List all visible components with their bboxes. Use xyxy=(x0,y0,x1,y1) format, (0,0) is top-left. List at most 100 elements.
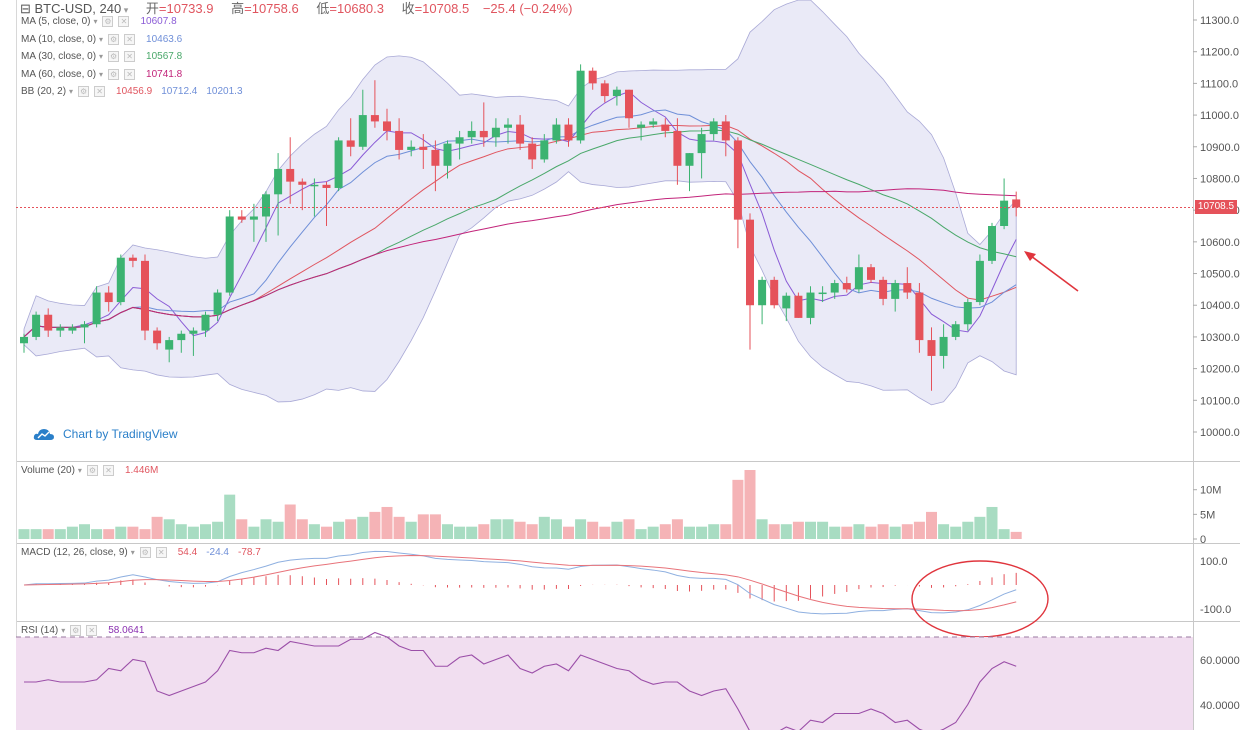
close-icon[interactable]: ✕ xyxy=(124,69,136,80)
close-icon[interactable]: ✕ xyxy=(86,625,98,636)
candle xyxy=(1000,200,1009,226)
high-label: 高 xyxy=(231,1,245,16)
candle xyxy=(116,257,125,303)
candle xyxy=(92,292,101,325)
rsi-value: 58.0641 xyxy=(108,625,145,636)
ma10-legend[interactable]: MA (10, close, 0) ▾ ⚙ ✕ 10463.6 xyxy=(21,34,182,45)
volume-bar xyxy=(853,524,865,539)
candle xyxy=(552,124,561,141)
chevron-down-icon[interactable]: ▾ xyxy=(93,17,98,26)
price-tick-label: 10100.0 xyxy=(1200,395,1240,407)
volume-bar xyxy=(417,514,429,539)
chevron-down-icon[interactable]: ▾ xyxy=(77,466,82,475)
close-icon[interactable]: ✕ xyxy=(124,34,136,45)
chevron-down-icon[interactable]: ▾ xyxy=(99,70,104,79)
settings-icon[interactable]: ⚙ xyxy=(108,69,120,80)
volume-bar xyxy=(429,514,441,539)
volume-bar xyxy=(974,516,986,539)
chevron-down-icon[interactable]: ▾ xyxy=(61,626,66,635)
ma30-legend[interactable]: MA (30, close, 0) ▾ ⚙ ✕ 10567.8 xyxy=(21,51,182,62)
candle xyxy=(455,137,464,144)
candle xyxy=(733,140,742,220)
macd-value-1: 54.4 xyxy=(177,547,198,558)
volume-bar xyxy=(200,524,211,539)
volume-bar xyxy=(30,529,42,539)
candle xyxy=(770,279,779,306)
settings-icon[interactable]: ⚙ xyxy=(102,16,114,27)
candle xyxy=(818,292,827,295)
ma10-value: 10463.6 xyxy=(146,34,183,45)
bb-legend[interactable]: BB (20, 2) ▾ ⚙ ✕ 10456.9 10712.4 10201.3 xyxy=(21,86,243,97)
chevron-down-icon[interactable]: ▾ xyxy=(69,87,74,96)
close-icon[interactable]: ✕ xyxy=(155,547,167,558)
ma60-legend[interactable]: MA (60, close, 0) ▾ ⚙ ✕ 10741.8 xyxy=(21,69,182,80)
volume-bar xyxy=(913,521,925,539)
volume-tick-label: 0 xyxy=(1200,534,1206,546)
chevron-down-icon[interactable]: ▾ xyxy=(121,5,129,15)
chart-header: ⊟ BTC-USD, 240 ▾ 开=10733.9 高=10758.6 低=1… xyxy=(20,0,572,17)
candle xyxy=(56,327,65,331)
candle xyxy=(407,146,416,150)
settings-icon[interactable]: ⚙ xyxy=(108,51,120,62)
candle xyxy=(697,134,706,154)
candle xyxy=(370,115,379,122)
chevron-down-icon[interactable]: ▾ xyxy=(99,52,104,61)
candle xyxy=(189,330,198,334)
candle xyxy=(1012,199,1021,208)
candle xyxy=(274,168,283,195)
settings-icon[interactable]: ⚙ xyxy=(139,547,151,558)
volume-label: Volume (20) xyxy=(21,465,75,476)
candle xyxy=(709,121,718,135)
close-icon[interactable]: ✕ xyxy=(102,465,114,476)
settings-icon[interactable]: ⚙ xyxy=(78,86,90,97)
volume-bar xyxy=(635,529,647,539)
ma30-label: MA (30, close, 0) xyxy=(21,51,97,62)
close-icon[interactable]: ✕ xyxy=(94,86,106,97)
collapse-icon[interactable]: ⊟ xyxy=(20,1,35,16)
candle xyxy=(830,283,839,293)
bb-value-1: 10456.9 xyxy=(116,86,153,97)
candle xyxy=(564,124,573,141)
settings-icon[interactable]: ⚙ xyxy=(108,34,120,45)
close-icon[interactable]: ✕ xyxy=(118,16,130,27)
volume-bar xyxy=(284,504,296,539)
macd-value-3: -78.7 xyxy=(238,547,261,558)
candle xyxy=(951,324,960,337)
volume-bar xyxy=(865,526,877,539)
volume-bar xyxy=(308,524,320,539)
candle xyxy=(68,327,77,331)
volume-bar xyxy=(66,526,78,539)
candle xyxy=(963,302,972,325)
volume-bar xyxy=(720,524,732,539)
ma10-label: MA (10, close, 0) xyxy=(21,34,97,45)
close-icon[interactable]: ✕ xyxy=(124,51,136,62)
tradingview-brand[interactable]: Chart by TradingView xyxy=(33,427,178,441)
ma5-legend[interactable]: MA (5, close, 0) ▾ ⚙ ✕ 10607.8 xyxy=(21,16,177,27)
price-tick-label: 10200.0 xyxy=(1200,364,1240,376)
volume-bar xyxy=(998,529,1010,539)
volume-bar xyxy=(139,529,151,539)
candle xyxy=(165,340,174,350)
settings-icon[interactable]: ⚙ xyxy=(86,465,98,476)
candle xyxy=(673,130,682,166)
candle xyxy=(649,121,658,125)
symbol-label[interactable]: BTC-USD, 240 xyxy=(34,1,122,16)
candle xyxy=(358,115,367,147)
candle xyxy=(262,194,270,217)
rsi-tick-label: 40.0000 xyxy=(1200,700,1240,712)
candle xyxy=(491,127,500,138)
volume-legend[interactable]: Volume (20) ▾ ⚙ ✕ 1.446M xyxy=(21,465,158,476)
price-tick-label: 10600.0 xyxy=(1200,237,1240,249)
candle xyxy=(685,153,694,166)
rsi-legend[interactable]: RSI (14) ▾ ⚙ ✕ 58.0641 xyxy=(21,625,144,636)
close-label: 收 xyxy=(401,1,415,16)
settings-icon[interactable]: ⚙ xyxy=(70,625,82,636)
candle xyxy=(383,121,391,131)
chevron-down-icon[interactable]: ▾ xyxy=(99,35,104,44)
chevron-down-icon[interactable]: ▾ xyxy=(130,548,135,557)
volume-bar xyxy=(708,524,720,539)
volume-bar xyxy=(550,519,562,539)
macd-legend[interactable]: MACD (12, 26, close, 9) ▾ ⚙ ✕ 54.4 -24.4 -… xyxy=(21,547,261,558)
volume-bar xyxy=(260,519,272,539)
